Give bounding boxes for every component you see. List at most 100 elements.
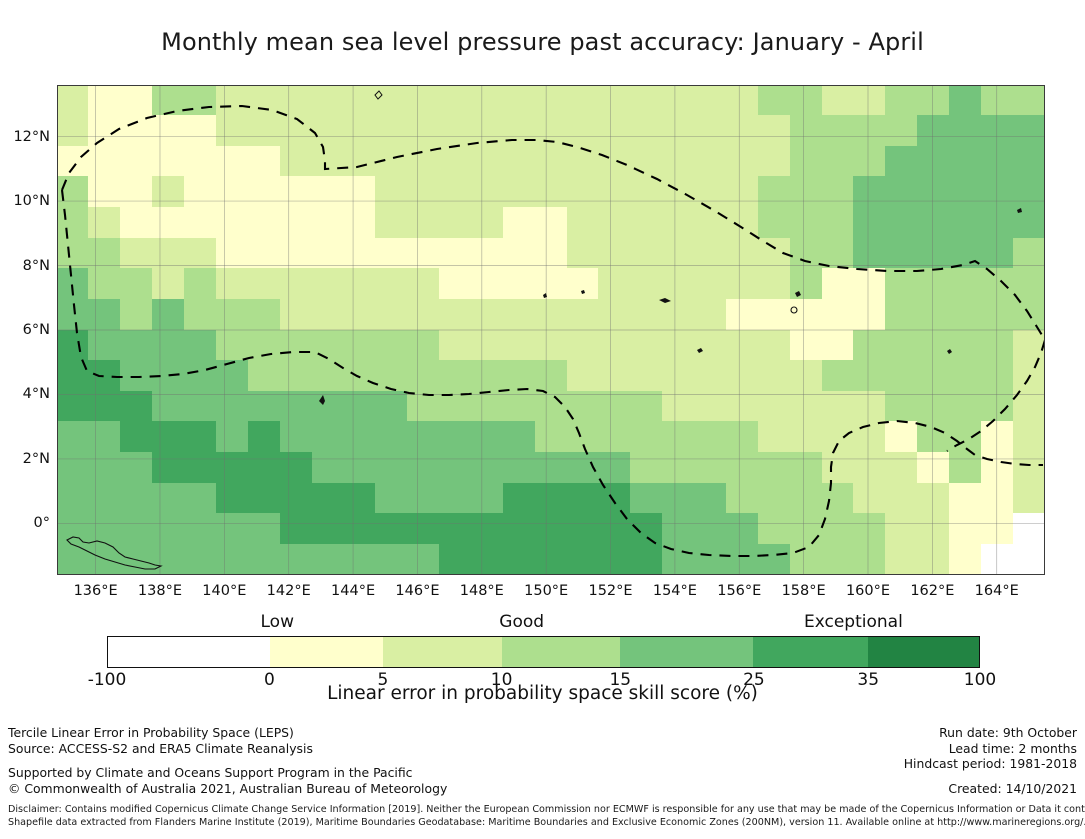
heatmap-cell [885,85,918,117]
heatmap-cell [502,452,536,484]
heatmap-cell [439,298,472,331]
heatmap-cell [757,543,791,575]
heatmap-cell [534,115,568,147]
heatmap-cell [470,145,504,178]
heatmap-cell [630,207,663,239]
heatmap-cell [630,298,663,331]
heatmap-cell [853,145,887,178]
heatmap-cell [725,360,759,392]
heatmap-cell [120,360,153,392]
heatmap-cell [598,145,632,178]
heatmap-cell [57,421,90,453]
heatmap-cell [184,360,217,392]
heatmap-cell [184,298,217,331]
heatmap-cell [88,482,122,515]
heatmap-cell [757,421,791,453]
heatmap-cell [279,207,313,239]
heatmap-cell [725,298,759,331]
colorbar-tick-label: 15 [609,670,632,690]
heatmap-cell [247,513,281,545]
heatmap-cell [566,145,600,178]
heatmap-cell [725,145,759,178]
heatmap-cell [343,421,377,453]
heatmap-cell [1012,85,1045,117]
heatmap-cell [917,482,950,515]
heatmap-cell [948,85,982,117]
heatmap-cell [980,85,1014,117]
heatmap-cell [694,543,727,575]
heatmap-cell [789,176,823,208]
heatmap-cell [57,543,90,575]
x-axis-tick-label: 162°E [910,583,955,599]
heatmap-cell [757,513,791,545]
lead-time-line: Lead time: 2 months [948,740,1077,756]
heatmap-cell [57,145,90,178]
heatmap-cell [598,360,632,392]
heatmap-cell [184,329,217,362]
heatmap-cell [725,390,759,423]
heatmap-cell [343,482,377,515]
x-axis-tick-label: 160°E [845,583,891,599]
heatmap-cell [789,207,823,239]
heatmap-cell [152,115,185,147]
heatmap-cell [502,390,536,423]
heatmap-cell [598,237,632,270]
heatmap-cell [694,421,727,453]
heatmap-cell [152,543,185,575]
heatmap-cell [725,421,759,453]
heatmap-cell [853,421,887,453]
colorbar-tick-label: 5 [377,670,389,690]
heatmap-cell [311,85,345,117]
heatmap-cell [407,298,440,331]
heatmap-cell [470,268,504,300]
heatmap-cell [247,176,281,208]
heatmap-cell [917,237,950,270]
heatmap-cell [184,543,217,575]
heatmap-cell [88,421,122,453]
heatmap-cell [502,360,536,392]
x-axis-tick-label: 156°E [717,583,762,599]
heatmap-cell [694,268,727,300]
heatmap-cell [1012,390,1045,423]
heatmap-cell [120,115,153,147]
colorbar-tick-label: 10 [490,670,513,690]
heatmap-cell [694,298,727,331]
heatmap-cell [598,482,632,515]
heatmap-cell [343,268,377,300]
heatmap-cell [694,513,727,545]
heatmap-cell [439,145,472,178]
heatmap-cell [534,390,568,423]
heatmap-cell [662,298,695,331]
heatmap-cell [120,329,153,362]
heatmap-cell [1012,176,1045,208]
heatmap-cell [948,207,982,239]
heatmap-cell [279,329,313,362]
heatmap-cell [439,360,472,392]
heatmap-cell [215,176,249,208]
heatmap-cell [1012,268,1045,300]
heatmap-cell [885,176,918,208]
x-axis-tick-label: 138°E [137,583,183,599]
heatmap-cell [853,543,887,575]
heatmap-cell [598,390,632,423]
heatmap-cell [343,360,377,392]
heatmap-cell [885,482,918,515]
heatmap-cell [757,207,791,239]
colorbar-tick-label: 35 [857,670,880,690]
footer-right: Run date: 9th October Lead time: 2 month… [657,725,1077,796]
heatmap-cell [407,452,440,484]
heatmap-cell [375,176,408,208]
heatmap-cell [184,390,217,423]
heatmap-cell [630,513,663,545]
heatmap-cell [343,237,377,270]
x-axis-tick-label: 152°E [588,583,633,599]
heatmap-cell [439,176,472,208]
heatmap-cell [470,360,504,392]
heatmap-cell [948,237,982,270]
heatmap-cell [853,207,887,239]
heatmap-cell [279,115,313,147]
heatmap-cell [566,176,600,208]
heatmap-cell [821,329,855,362]
heatmap-cell [598,268,632,300]
heatmap-cell [279,176,313,208]
